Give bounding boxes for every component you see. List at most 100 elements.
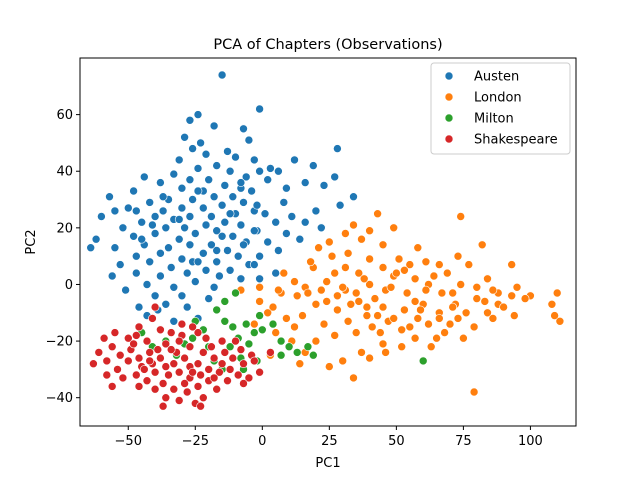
point-austen <box>196 138 205 148</box>
point-milton <box>284 342 294 352</box>
point-austen <box>308 161 318 170</box>
point-austen <box>209 282 219 292</box>
point-london <box>432 333 441 343</box>
point-shakespeare <box>212 384 221 394</box>
point-london <box>316 285 326 295</box>
point-austen <box>212 257 221 267</box>
point-london <box>255 297 264 306</box>
point-london <box>472 282 482 292</box>
point-austen <box>169 316 179 326</box>
point-london <box>456 280 466 289</box>
point-london <box>333 305 342 315</box>
point-shakespeare <box>266 348 275 357</box>
point-london <box>324 237 334 247</box>
point-london <box>550 311 559 320</box>
point-austen <box>193 164 203 173</box>
point-london <box>349 373 358 383</box>
point-austen <box>236 178 246 187</box>
point-milton <box>303 342 313 352</box>
point-london <box>354 268 364 278</box>
y-tick-label: 20 <box>56 221 73 236</box>
point-austen <box>255 251 264 261</box>
point-london <box>290 277 299 286</box>
point-shakespeare <box>107 342 117 352</box>
point-shakespeare <box>207 342 216 352</box>
point-austen <box>185 116 195 125</box>
point-london <box>319 319 329 329</box>
point-austen <box>129 186 138 196</box>
point-london <box>426 342 436 352</box>
point-austen <box>260 209 270 218</box>
point-shakespeare <box>99 333 109 343</box>
point-austen <box>250 226 259 235</box>
point-austen <box>185 175 195 184</box>
point-austen <box>223 246 232 255</box>
x-tick-label: 0 <box>258 434 266 449</box>
point-london <box>263 308 273 318</box>
point-austen <box>177 291 187 301</box>
point-austen <box>330 172 340 182</box>
point-austen <box>225 166 235 176</box>
point-shakespeare <box>180 353 189 363</box>
point-shakespeare <box>228 353 238 363</box>
point-london <box>448 302 458 312</box>
point-shakespeare <box>231 336 240 346</box>
point-london <box>461 308 471 318</box>
point-milton <box>292 348 302 357</box>
point-austen <box>177 183 187 193</box>
point-austen <box>274 246 283 255</box>
point-london <box>373 209 382 218</box>
point-shakespeare <box>239 379 248 388</box>
point-london <box>378 302 388 312</box>
point-london <box>354 297 364 306</box>
point-austen <box>107 271 117 281</box>
point-austen <box>236 220 246 230</box>
point-austen <box>212 161 221 170</box>
point-austen <box>241 172 251 182</box>
point-austen <box>132 206 141 216</box>
point-london <box>338 282 348 292</box>
point-london <box>365 280 374 289</box>
point-austen <box>140 172 149 182</box>
point-london <box>552 288 562 298</box>
point-austen <box>204 175 213 184</box>
legend-marker-shakespeare <box>444 134 454 144</box>
legend-label-austen: Austen <box>474 70 519 85</box>
point-london <box>378 240 388 250</box>
point-london <box>507 260 517 269</box>
x-tick-label: 25 <box>321 434 338 449</box>
point-austen <box>239 198 248 207</box>
point-london <box>392 268 401 278</box>
point-austen <box>333 144 342 153</box>
point-shakespeare <box>180 379 189 388</box>
point-shakespeare <box>161 339 171 349</box>
point-austen <box>255 104 264 114</box>
point-shakespeare <box>153 345 163 354</box>
point-shakespeare <box>196 370 205 380</box>
point-london <box>440 328 449 337</box>
point-austen <box>319 181 329 190</box>
point-austen <box>182 302 192 312</box>
point-austen <box>287 212 297 221</box>
point-austen <box>282 183 291 193</box>
point-london <box>333 291 342 301</box>
point-london <box>469 387 479 397</box>
y-tick-label: 0 <box>65 278 73 293</box>
point-shakespeare <box>239 359 248 369</box>
point-london <box>362 302 372 312</box>
point-austen <box>250 155 259 165</box>
point-austen <box>132 251 141 261</box>
legend-label-london: London <box>474 91 522 106</box>
point-austen <box>244 135 254 145</box>
point-shakespeare <box>193 328 203 337</box>
point-shakespeare <box>150 302 160 312</box>
point-shakespeare <box>150 367 160 377</box>
point-london <box>346 299 356 309</box>
point-shakespeare <box>145 356 154 366</box>
point-austen <box>145 257 154 267</box>
point-austen <box>180 223 189 233</box>
point-austen <box>201 220 211 230</box>
point-london <box>349 220 358 230</box>
point-austen <box>158 206 168 216</box>
point-austen <box>207 212 216 221</box>
